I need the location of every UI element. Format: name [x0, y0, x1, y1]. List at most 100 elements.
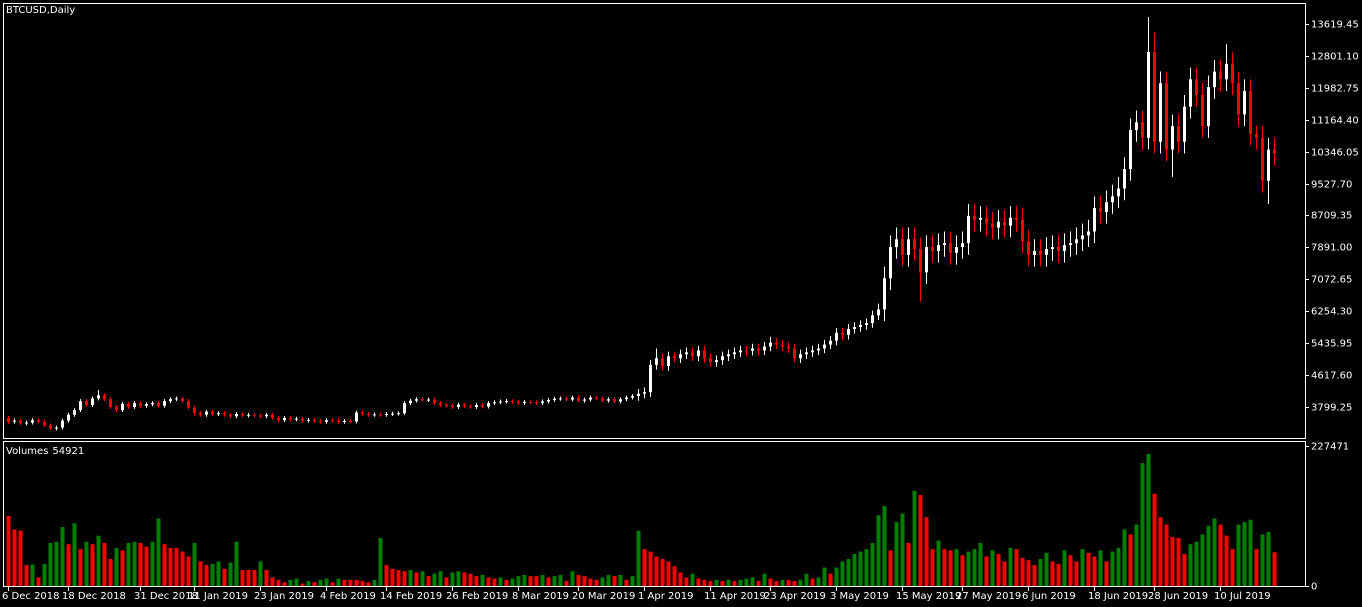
candle-body — [859, 325, 862, 328]
candle-body — [1093, 208, 1096, 232]
candle-body — [457, 404, 460, 407]
candle-body — [853, 327, 856, 329]
candle-body — [949, 243, 952, 253]
candle-body — [1147, 52, 1150, 138]
volume-bar — [1092, 556, 1097, 586]
candle-body — [481, 405, 484, 407]
x-tick-label: 6 Dec 2018 — [2, 591, 60, 602]
volume-bar — [426, 576, 431, 586]
volume-bar — [1164, 524, 1169, 586]
candle-body — [1171, 126, 1174, 150]
volume-bar — [402, 571, 407, 586]
volume-bar — [6, 515, 11, 586]
volume-bar — [1194, 541, 1199, 586]
volume-bar — [1098, 550, 1103, 586]
volume-bar — [660, 558, 665, 586]
candle-body — [61, 420, 64, 428]
candle-body — [649, 364, 652, 393]
candle-body — [157, 403, 160, 406]
volume-bar — [732, 581, 737, 586]
candle-body — [313, 419, 316, 422]
volume-bar — [78, 549, 83, 586]
candle-body — [1249, 91, 1252, 134]
candle-body — [73, 410, 76, 415]
candle-body — [283, 417, 286, 421]
volume-bar — [546, 577, 551, 586]
volume-bar — [1068, 555, 1073, 586]
volume-bar — [306, 581, 311, 586]
volume-bar — [1254, 549, 1259, 586]
candle-body — [865, 323, 868, 326]
x-tick-label: 11 Apr 2019 — [704, 591, 766, 602]
candle-body — [331, 420, 334, 422]
volume-bar — [1158, 517, 1163, 586]
candle-body — [1213, 71, 1216, 88]
x-tick-label: 26 Feb 2019 — [446, 591, 508, 602]
candle-body — [829, 340, 832, 345]
volume-bar — [846, 558, 851, 586]
volume-bar — [504, 579, 509, 586]
x-tick-label: 4 Feb 2019 — [320, 591, 376, 602]
volume-bar — [1272, 552, 1277, 586]
volume-bar — [66, 544, 71, 586]
candle-body — [169, 399, 172, 402]
candle-body — [379, 414, 382, 416]
volume-bar — [1014, 549, 1019, 586]
candle-body — [511, 401, 514, 403]
volume-bar — [828, 573, 833, 586]
candle-body — [1243, 91, 1246, 115]
candle-body — [901, 239, 904, 255]
candle-body — [7, 417, 10, 422]
y-tick-label: 7891.00 — [1311, 243, 1352, 254]
volume-bar — [258, 561, 263, 586]
volume-bar — [1188, 544, 1193, 586]
candle-body — [31, 420, 34, 423]
volume-bar — [642, 549, 647, 586]
volume-bar — [342, 579, 347, 586]
candle-body — [1261, 137, 1264, 181]
candle-body — [1099, 208, 1102, 212]
volume-bar — [738, 579, 743, 586]
candle-body — [637, 393, 640, 397]
candle-body — [427, 399, 430, 401]
candle-body — [679, 354, 682, 359]
volume-bar — [600, 577, 605, 586]
candle-body — [1273, 149, 1276, 154]
candle-body — [985, 217, 988, 224]
volume-bar — [864, 549, 869, 586]
candle-body — [337, 420, 340, 422]
volume-bar — [1026, 560, 1031, 586]
candle-body — [13, 420, 16, 422]
volume-bar — [18, 530, 23, 586]
candle-body — [955, 247, 958, 253]
candle-body — [1123, 169, 1126, 189]
volume-bar — [978, 542, 983, 586]
candle-body — [241, 413, 244, 416]
candle-body — [805, 352, 808, 355]
candle-body — [577, 397, 580, 401]
volume-bar — [564, 581, 569, 586]
candle-body — [769, 342, 772, 347]
volume-bar — [852, 554, 857, 586]
candle-body — [715, 360, 718, 363]
candle-body — [433, 399, 436, 404]
candle-body — [1105, 202, 1108, 212]
volume-bar — [276, 579, 281, 586]
volume-bar — [822, 567, 827, 586]
volume-bar — [384, 565, 389, 586]
volume-bar — [1080, 549, 1085, 586]
volume-bar — [804, 573, 809, 586]
candle-body — [175, 398, 178, 400]
volume-bar — [714, 579, 719, 586]
candle-body — [151, 403, 154, 405]
candle-body — [253, 414, 256, 416]
price-pane — [3, 3, 1306, 439]
candle-body — [289, 417, 292, 420]
candle-body — [1207, 87, 1210, 127]
volume-bar — [900, 513, 905, 586]
volume-bar — [420, 571, 425, 586]
candle-body — [415, 399, 418, 401]
candle-body — [553, 398, 556, 400]
candle-body — [1129, 130, 1132, 170]
candle-body — [559, 398, 562, 400]
